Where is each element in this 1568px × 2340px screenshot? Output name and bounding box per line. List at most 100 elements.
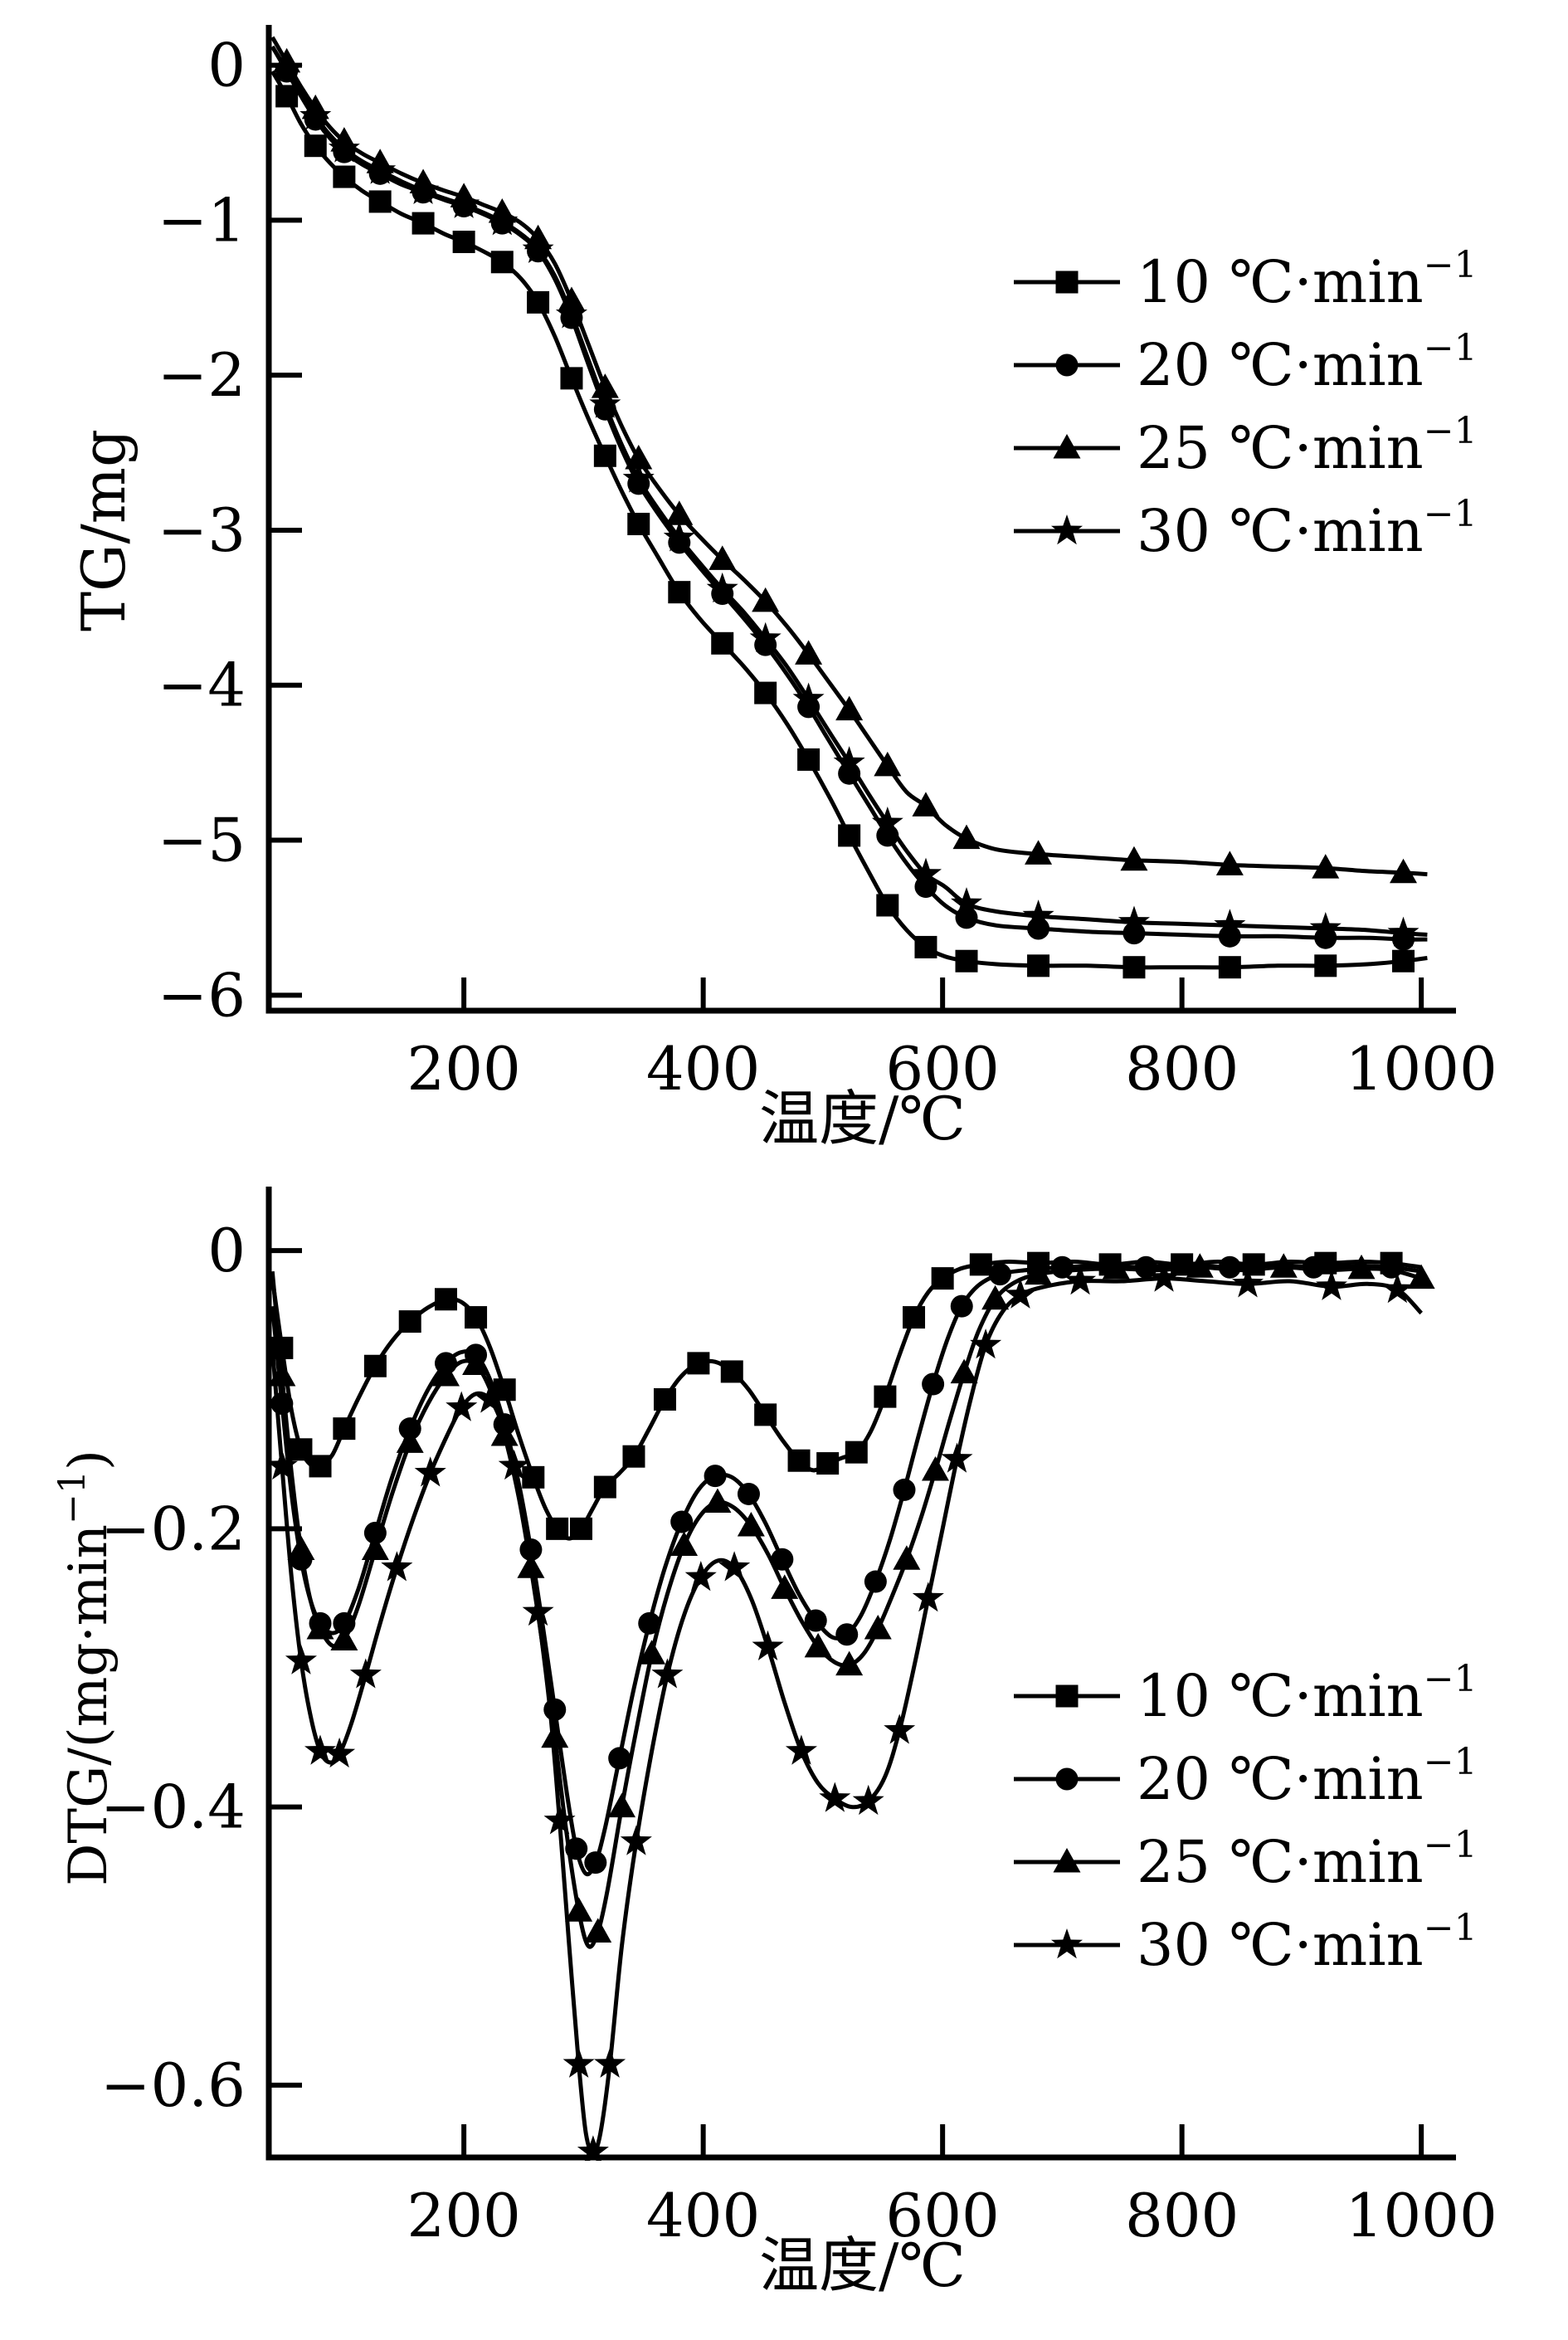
star-icon: [620, 1825, 652, 1855]
triangle-icon: [1347, 1254, 1376, 1280]
legend-label: 25 ℃·min−1: [1137, 410, 1478, 482]
star-icon: [941, 1442, 973, 1473]
star-icon: [498, 1449, 530, 1480]
series-markers-10: [270, 1251, 1403, 1540]
square-icon: [969, 1253, 992, 1276]
triangle-icon: [835, 1650, 864, 1676]
circle-icon: [584, 1851, 607, 1874]
legend-label: 10 ℃·min−1: [1137, 244, 1478, 316]
triangle-icon: [306, 1615, 334, 1640]
y-tick-label: −3: [158, 495, 246, 565]
square-icon: [309, 1455, 332, 1478]
triangle-icon: [1407, 1264, 1435, 1289]
square-icon: [570, 1517, 593, 1540]
star-icon: [1004, 1278, 1036, 1309]
circle-icon: [1055, 1767, 1079, 1791]
square-icon: [876, 894, 899, 917]
triangle-icon: [1269, 1253, 1298, 1278]
square-icon: [1055, 1684, 1079, 1708]
star-icon: [752, 1630, 784, 1660]
triangle-icon: [893, 1545, 921, 1570]
square-icon: [816, 1452, 840, 1475]
square-icon: [593, 1475, 616, 1499]
triangle-icon: [1025, 840, 1053, 865]
y-axis-title: DTG/(mg·min−1): [51, 1450, 119, 1886]
star-icon: [663, 521, 695, 552]
series-line-20: [270, 45, 1428, 942]
star-icon: [785, 1734, 817, 1765]
triangle-icon: [1120, 846, 1148, 871]
legend-item-30: 30 ℃·min−1: [1014, 1907, 1478, 1979]
x-tick-label: 800: [1125, 2181, 1239, 2250]
star-icon: [1064, 1265, 1097, 1295]
triangle-icon: [1312, 854, 1340, 879]
triangle-icon: [912, 792, 940, 817]
series-line-30: [270, 1276, 1424, 2154]
square-icon: [1027, 954, 1050, 977]
square-icon: [363, 1354, 387, 1377]
star-icon: [1051, 514, 1083, 545]
triangle-icon: [921, 1455, 949, 1481]
square-icon: [627, 512, 650, 535]
star-icon: [792, 682, 825, 713]
star-icon: [706, 572, 738, 603]
star-icon: [349, 1658, 382, 1689]
x-tick-label: 1000: [1346, 2181, 1497, 2250]
square-icon: [398, 1310, 421, 1333]
y-tick-label: 0: [207, 1216, 246, 1285]
square-icon: [368, 190, 392, 213]
square-icon: [304, 134, 327, 158]
x-tick-label: 200: [407, 1034, 520, 1104]
y-tick-label: −0.4: [100, 1772, 246, 1842]
star-icon: [622, 462, 655, 493]
circle-icon: [737, 1482, 760, 1505]
triangle-icon: [1053, 1848, 1081, 1873]
legend-item-25: 25 ℃·min−1: [1014, 410, 1478, 482]
triangle-icon: [835, 695, 864, 721]
legend-item-20: 20 ℃·min−1: [1014, 1741, 1478, 1813]
star-icon: [833, 746, 865, 777]
triangle-icon: [950, 1358, 978, 1384]
star-icon: [1118, 905, 1150, 936]
legend-item-20: 20 ℃·min−1: [1014, 327, 1478, 399]
circle-icon: [771, 1548, 794, 1571]
star-icon: [304, 1734, 337, 1765]
y-tick-label: −2: [158, 340, 246, 410]
dtg-legend: 10 ℃·min−1 20 ℃·min−1 25 ℃·min−1 30 ℃·min−1: [1014, 1658, 1478, 1979]
legend-item-30: 30 ℃·min−1: [1014, 493, 1478, 565]
circle-icon: [608, 1747, 631, 1770]
square-icon: [1055, 271, 1079, 294]
star-icon: [1022, 899, 1054, 930]
square-icon: [797, 748, 821, 771]
square-icon: [560, 367, 583, 390]
square-icon: [687, 1352, 710, 1375]
star-icon: [1309, 912, 1342, 943]
x-axis-title: 温度/℃: [759, 2230, 966, 2300]
triangle-icon: [541, 1723, 569, 1748]
triangle-icon: [864, 1615, 892, 1640]
star-icon: [970, 1328, 1002, 1359]
triangle-icon: [431, 1361, 460, 1387]
circle-icon: [1050, 1255, 1074, 1279]
star-icon: [684, 1561, 717, 1592]
x-tick-label: 1000: [1346, 1034, 1497, 1104]
triangle-icon: [981, 1285, 1010, 1310]
circle-icon: [835, 1623, 859, 1646]
square-icon: [1218, 956, 1241, 979]
square-icon: [434, 1288, 457, 1311]
star-icon: [381, 1551, 413, 1582]
star-icon: [555, 298, 587, 329]
x-axis-title: 温度/℃: [759, 1084, 966, 1153]
square-icon: [1392, 949, 1415, 973]
triangle-icon: [1102, 1254, 1130, 1280]
triangle-icon: [396, 1428, 424, 1453]
y-tick-label: −1: [158, 185, 246, 255]
circle-icon: [1055, 353, 1079, 377]
triangle-icon: [709, 545, 737, 570]
star-icon: [577, 2135, 609, 2161]
circle-icon: [670, 1510, 694, 1533]
y-axis-title: TG/mg: [69, 429, 139, 631]
series-markers-30: [270, 53, 1419, 947]
square-icon: [527, 290, 550, 314]
